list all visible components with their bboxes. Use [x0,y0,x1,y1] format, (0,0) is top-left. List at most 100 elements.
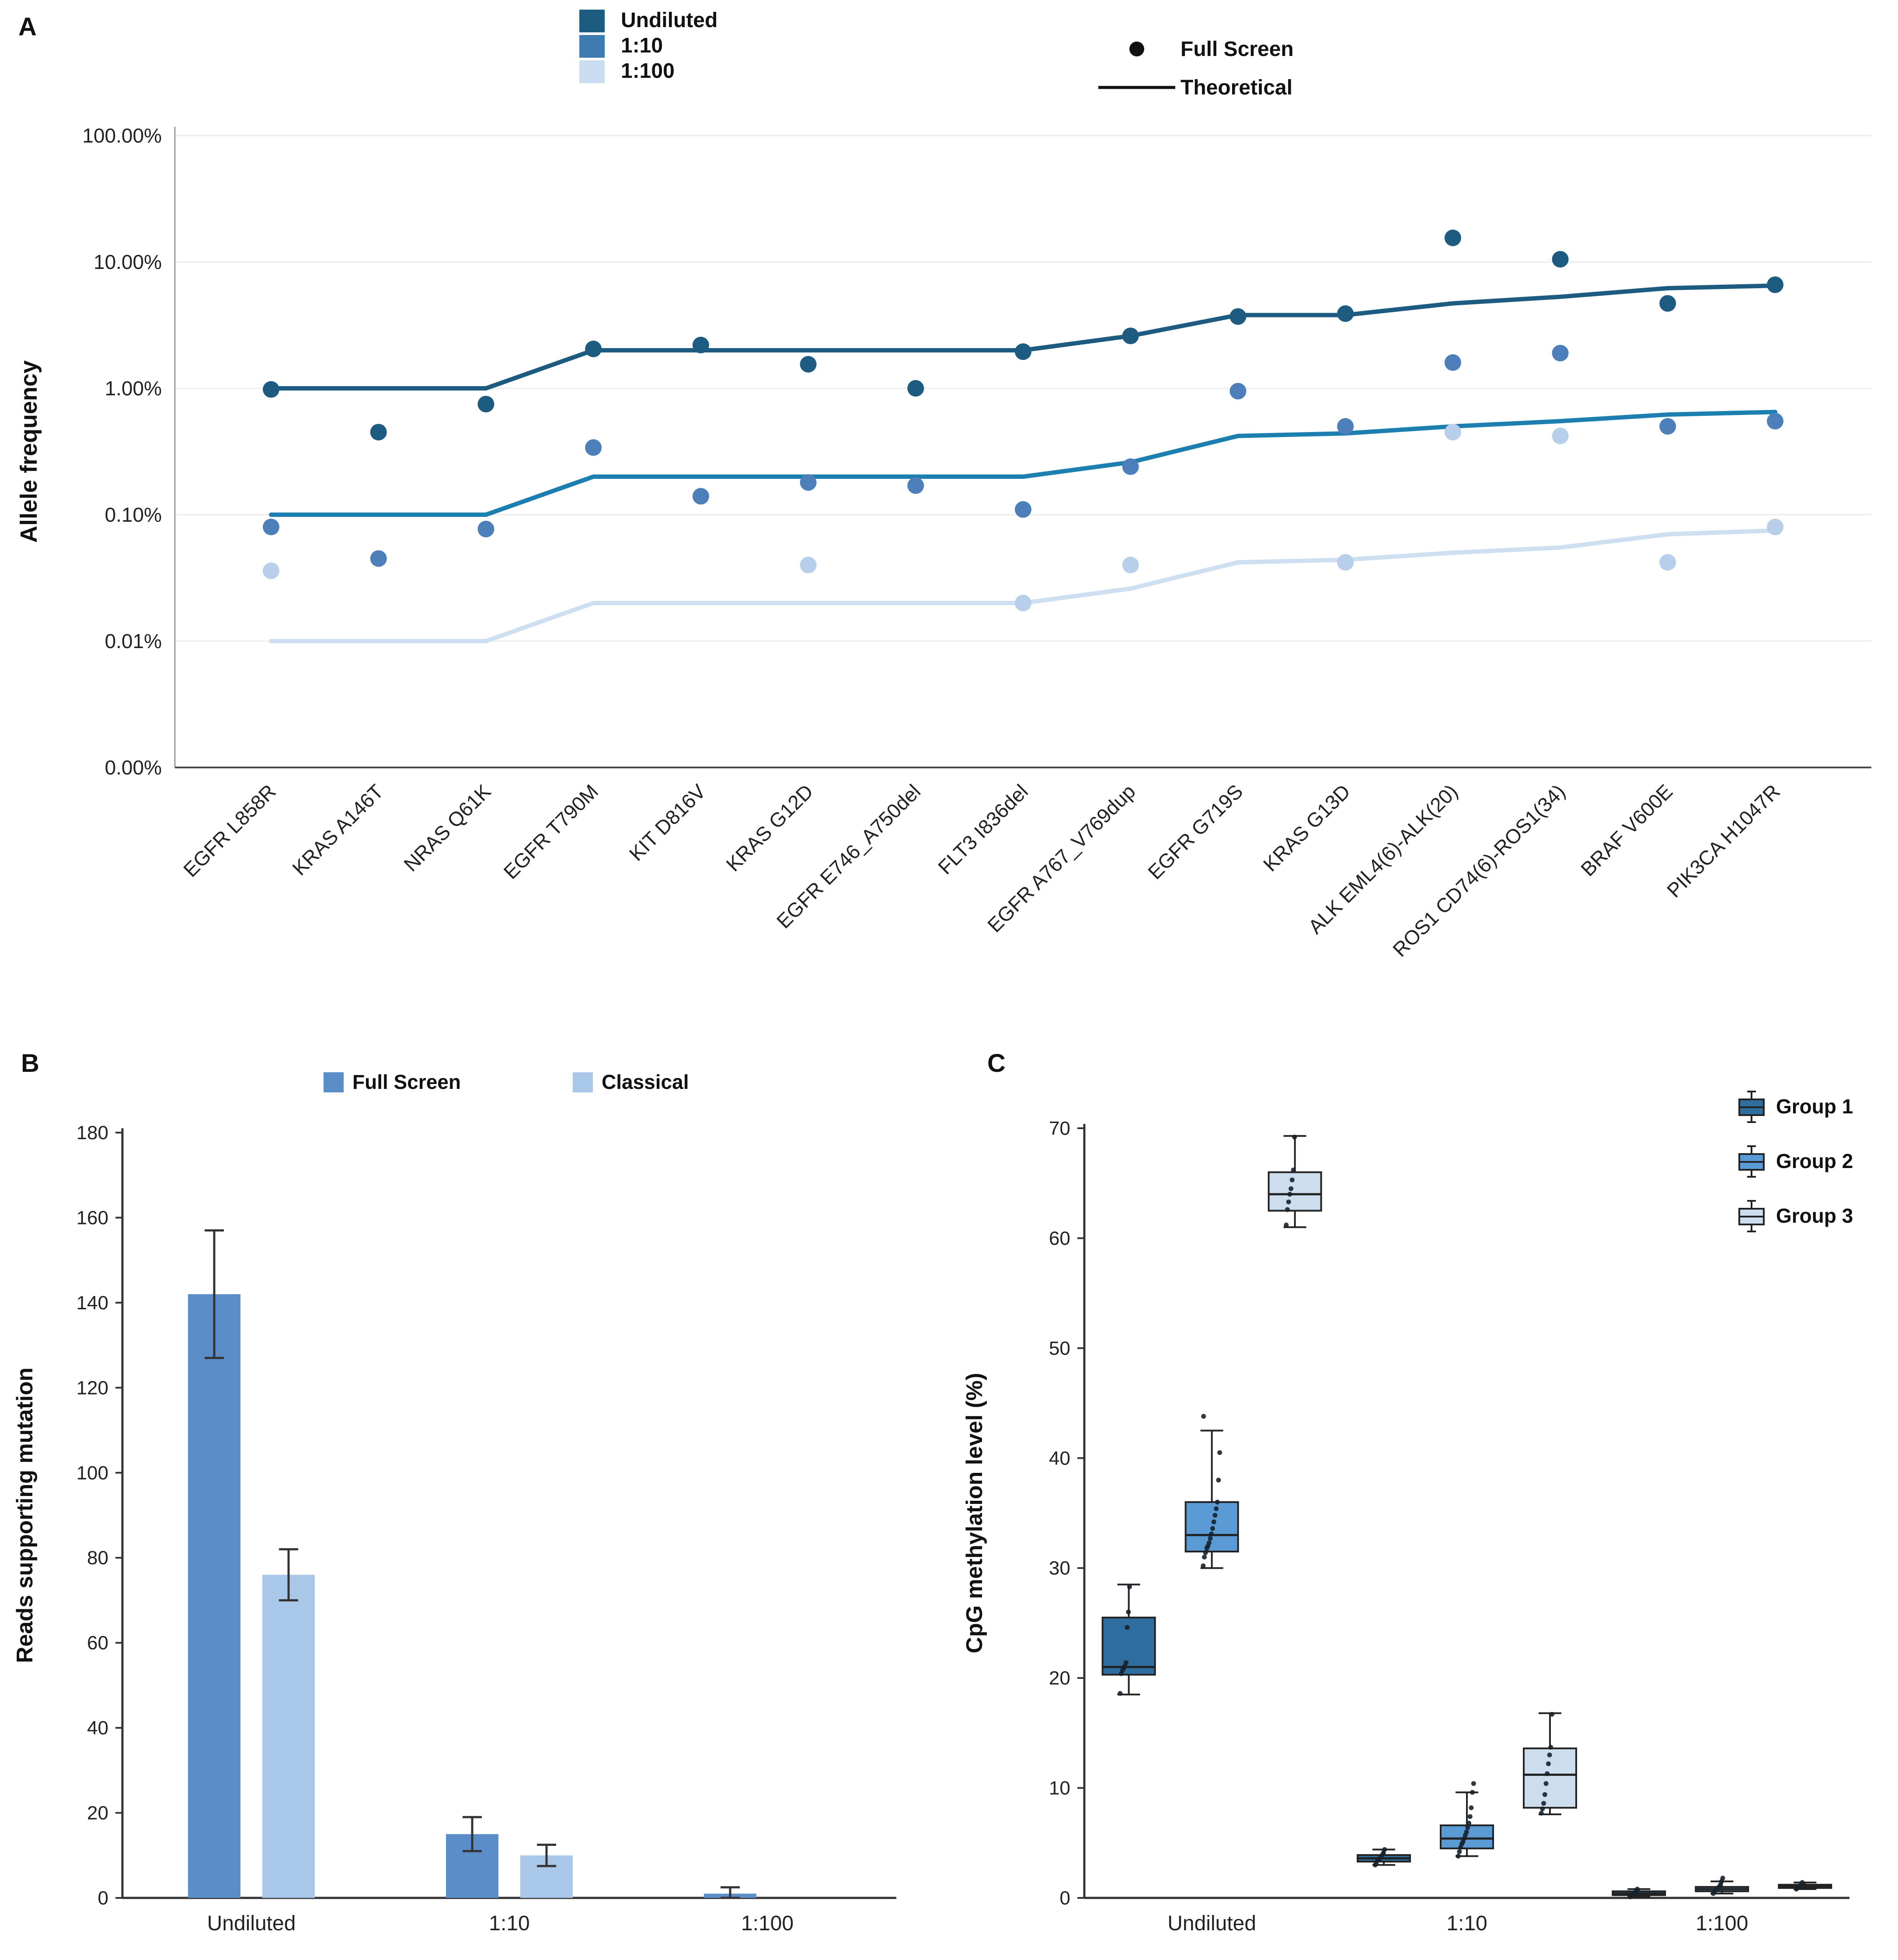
legend-label: Theoretical [1181,76,1292,99]
jitter-point [1202,1555,1207,1560]
measured-point-undiluted [907,380,924,397]
jitter-point [1542,1792,1547,1797]
measured-point-undiluted [477,396,495,413]
jitter-point [1457,1849,1462,1854]
measured-point-1-10 [1229,383,1247,400]
jitter-point [1540,1806,1545,1811]
jitter-point [1465,1825,1470,1830]
y-tick-label: 1.00% [105,377,162,400]
measured-point-1-10 [1015,501,1031,518]
x-tick-label: NRAS Q61K [399,780,495,876]
jitter-point [1292,1134,1297,1140]
jitter-point [1548,1745,1553,1750]
measured-point-1-100 [1767,519,1783,536]
x-tick-label: KRAS G13D [1259,780,1355,875]
y-tick-label: 0.01% [105,630,162,652]
jitter-point [1289,1177,1295,1182]
bar-full-screen-undiluted [188,1294,240,1898]
panel-a-label: A [18,13,37,41]
jitter-point [1541,1801,1546,1806]
jitter-point [1118,1691,1123,1696]
y-tick-label: 70 [1049,1118,1070,1139]
jitter-point [1210,1526,1215,1531]
cpg-methylation-boxplot-chart: 0 10 20 30 40 50 60 70 Undiluted 1:10 1:100 Group 1… [962,1091,1853,1935]
measured-point-undiluted [800,356,817,373]
theoretical-line-undiluted [269,283,1777,391]
panel-b-label: B [21,1049,39,1078]
measured-point-1-100 [1015,595,1031,612]
bar-classical-undiluted [262,1575,315,1898]
measured-point-1-10 [1122,458,1139,475]
jitter-point [1289,1186,1294,1191]
measured-point-1-10 [263,519,279,536]
measured-point-undiluted [1659,295,1676,312]
jitter-point [1285,1207,1290,1212]
jitter-point [1469,1805,1474,1810]
jitter-point [1215,1500,1220,1505]
measured-point-undiluted [1767,276,1783,293]
jitter-point [1382,1847,1387,1852]
jitter-point [1201,1414,1206,1419]
y-tick-label: 0 [1060,1887,1070,1909]
x-tick-label: EGFR T790M [499,780,602,883]
y-axis-title: Allele frequency [16,360,42,543]
legend-label: Undiluted [621,9,717,32]
legend-label: Group 2 [1776,1150,1853,1172]
y-tick-label: 20 [87,1803,108,1824]
y-axis-title: CpG methylation level (%) [962,1373,987,1653]
y-tick-label: 10.00% [94,251,162,273]
jitter-point [1545,1771,1550,1776]
measured-point-1-10 [585,439,602,456]
measured-point-1-100 [1659,554,1676,571]
y-tick-label: 0 [98,1887,108,1909]
y-axis-title: Reads supporting mutation [12,1367,38,1663]
y-tick-label: 0.00% [105,756,162,779]
y-tick-label: 180 [77,1122,108,1144]
measured-point-undiluted [692,337,709,354]
x-tick-label: 1:10 [489,1912,529,1935]
y-tick-label: 10 [1049,1778,1070,1799]
x-tick-label: BRAF V600E [1576,780,1677,880]
measured-point-undiluted [370,424,387,441]
jitter-point [1203,1550,1208,1555]
jitter-point [1546,1761,1551,1766]
jitter-point [1208,1536,1213,1541]
measured-point-1-100 [1444,424,1461,441]
y-tick-label: 100.00% [82,124,162,147]
measured-point-undiluted [263,381,279,398]
measured-point-1-10 [692,488,709,505]
measured-point-undiluted [1122,328,1139,345]
jitter-point [1216,1478,1221,1483]
measured-point-1-10 [1552,345,1569,362]
jitter-point [1214,1506,1219,1511]
jitter-point [1464,1829,1469,1834]
y-tick-label: 100 [77,1462,108,1484]
jitter-point [1466,1820,1471,1826]
x-tick-label: EGFR L858R [179,780,280,881]
box-group-2-undiluted [1184,1501,1239,1553]
y-tick-label: 40 [1049,1447,1070,1469]
measured-point-1-10 [1444,354,1461,371]
x-tick-label: PIK3CA H1047R [1662,780,1784,902]
jitter-point [1127,1584,1132,1589]
jitter-point [1287,1192,1292,1197]
x-tick-label: KRAS A146T [288,780,387,879]
y-tick-label: 20 [1049,1667,1070,1689]
x-tick-label: Undiluted [1167,1912,1256,1935]
jitter-point [1201,1563,1206,1569]
panel-c-label: C [987,1049,1006,1078]
legend-label: Classical [602,1071,689,1093]
measured-point-1-100 [1122,557,1139,574]
measured-point-1-10 [1767,413,1783,430]
theoretical-line-1-10 [269,410,1777,517]
x-tick-label: 1:100 [741,1912,794,1935]
legend-label: 1:100 [621,59,675,83]
jitter-point [1550,1712,1554,1717]
theoretical-line-1-100 [269,528,1777,643]
y-tick-label: 80 [87,1547,108,1569]
x-tick-label: KRAS G12D [721,780,817,875]
legend-swatch-classical [573,1072,593,1092]
measured-point-undiluted [1552,251,1569,268]
legend-swatch-1-10 [579,35,605,58]
measured-point-1-10 [800,474,817,491]
